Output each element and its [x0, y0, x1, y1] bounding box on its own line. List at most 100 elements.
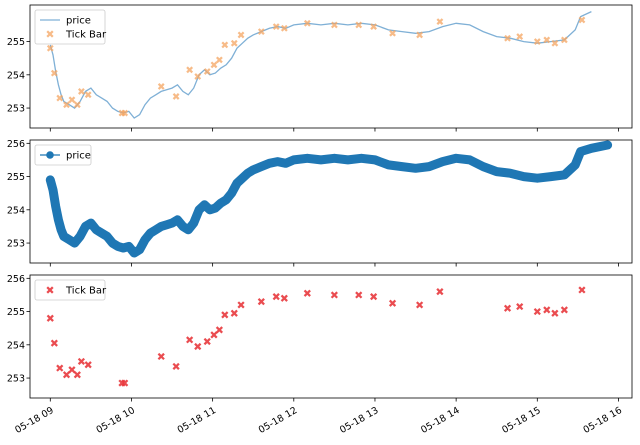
y-tick-label: 255	[7, 172, 25, 183]
y-tick-label: 254	[7, 205, 25, 216]
tick-bar-point	[533, 307, 541, 316]
tick-bar-point	[543, 36, 551, 44]
tick-bar-point	[84, 361, 92, 369]
panel-top: 253 254 255 price Tick Bar	[7, 4, 633, 132]
tick-bar-point	[194, 342, 202, 351]
tick-bar-point	[578, 16, 586, 24]
tick-bar-point	[157, 352, 165, 361]
tick-bar-point	[186, 336, 194, 344]
tick-bar-point	[50, 339, 58, 347]
tick-bar-point	[56, 364, 64, 372]
tick-bar-point	[121, 379, 129, 387]
panel-middle: 253 254 255 256 price	[7, 139, 633, 267]
tick-bar-point	[370, 293, 378, 301]
tick-bar-point	[84, 91, 92, 99]
tick-bar-point	[272, 23, 280, 31]
tick-bar-point	[237, 301, 245, 309]
tick-bar-point	[194, 73, 202, 80]
tick-bar-point	[210, 61, 218, 69]
y-tick-label: 254	[7, 340, 25, 351]
tick-bar-point	[78, 88, 85, 95]
legend-box	[34, 279, 106, 301]
tick-bar-point	[436, 18, 444, 26]
tick-bar-point	[389, 29, 396, 37]
tick-bar-point	[330, 21, 338, 29]
tick-bar-point	[578, 286, 586, 294]
tick-bar-point	[533, 38, 541, 45]
tick-bar-point	[516, 302, 524, 311]
tick-bar-point	[355, 291, 363, 299]
x-tick-label: 05-18 15	[500, 405, 542, 436]
x-tick-label: 05-18 14	[419, 405, 461, 436]
tick-bar-point	[543, 306, 551, 314]
tick-bar-point	[50, 69, 58, 77]
y-tick-label: 253	[7, 374, 25, 385]
tick-bar-point	[416, 301, 424, 309]
x-tick-label: 05-18 11	[176, 405, 218, 436]
panel-bottom: 253 254 255 256 05-18 09 05-18 10 05-18 11 05-1…	[7, 274, 633, 436]
tick-bar-point	[121, 109, 129, 117]
x-tick-label: 05-18 12	[257, 405, 299, 436]
axes-frame	[29, 139, 633, 264]
legend-swatch-price-marker	[46, 151, 54, 159]
tick-bar-point	[63, 101, 70, 109]
tick-bar-point	[551, 309, 559, 317]
price-point	[603, 141, 612, 149]
y-tick-label: 256	[7, 139, 25, 150]
tick-bar-point	[73, 371, 81, 379]
tick-bar-point	[172, 362, 180, 371]
tick-bar-point	[68, 96, 76, 104]
tick-bar-point	[46, 314, 54, 322]
legend-swatch-tick-bar	[46, 30, 54, 38]
tick-bar-point	[230, 39, 238, 47]
legend: Tick Bar	[34, 279, 107, 301]
tick-bar-point	[230, 309, 238, 317]
legend-label: price	[66, 151, 91, 162]
y-tick-label: 255	[7, 37, 25, 48]
tick-bar-point	[203, 337, 211, 346]
legend-swatch-tick-bar	[46, 286, 54, 294]
axes-frame	[29, 4, 633, 129]
legend-label: price	[66, 16, 91, 27]
tick-bar-point	[560, 306, 568, 314]
legend-label: Tick Bar	[65, 30, 107, 41]
tick-bar-point	[416, 31, 424, 39]
price-line	[49, 144, 608, 254]
tick-bar-point	[186, 66, 194, 74]
tick-bar-point	[56, 94, 64, 102]
tick-bar-point	[551, 39, 559, 47]
tick-bar-point	[560, 36, 568, 44]
tick-bar-point	[221, 311, 229, 319]
x-tick-label: 05-18 10	[94, 405, 136, 436]
tick-bar-point	[257, 28, 265, 35]
price-dense-markers	[45, 140, 613, 258]
legend-box	[34, 144, 92, 166]
tick-bar-point	[46, 44, 54, 52]
y-tick-label: 254	[7, 70, 25, 81]
legend-label: Tick Bar	[65, 286, 107, 297]
y-tick-label: 255	[7, 307, 25, 318]
tick-bar-point	[516, 33, 524, 40]
y-tick-label: 253	[7, 104, 25, 115]
y-tick-label: 256	[7, 274, 25, 285]
tick-bar-point	[280, 24, 288, 32]
tick-bar-point	[215, 326, 223, 334]
tick-bar-point	[73, 101, 81, 109]
price-line	[49, 11, 592, 119]
tick-bar-point	[330, 291, 338, 299]
x-tick-label: 05-18 13	[338, 405, 380, 436]
tick-bar-point	[272, 293, 280, 301]
tick-bar-point	[77, 357, 86, 366]
tick-bar-point	[221, 41, 229, 49]
tick-bar-point	[436, 288, 444, 296]
tick-bar-point	[215, 56, 223, 64]
tick-bar-point	[68, 366, 76, 374]
tick-bar-point	[237, 31, 245, 39]
tick-bar-point	[504, 34, 511, 42]
y-tick-label: 253	[7, 239, 25, 250]
tick-bar-point	[172, 93, 180, 100]
tick-bar-point	[62, 371, 71, 379]
axes-frame	[29, 274, 633, 399]
legend: price	[34, 144, 92, 166]
